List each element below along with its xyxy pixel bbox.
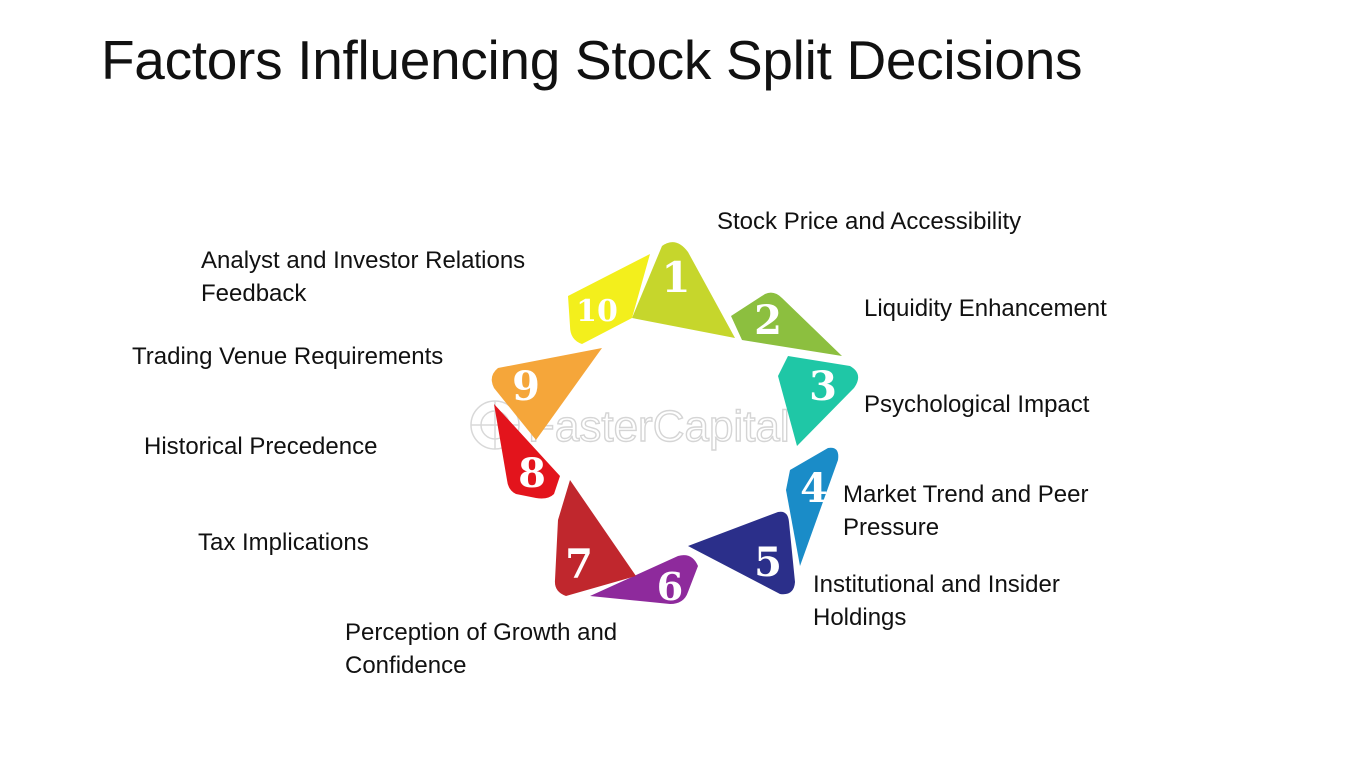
label-2-line-1: Liquidity Enhancement	[864, 295, 1107, 322]
segment-9-number: 9	[512, 363, 540, 410]
label-6: Perception of Growth and Confidence	[345, 616, 617, 682]
segment-6-number: 6	[657, 564, 683, 609]
label-5-line-2: Holdings	[813, 604, 907, 631]
segment-10: 10	[568, 254, 650, 344]
segment-6-shape	[590, 555, 698, 604]
segment-5: 5	[688, 511, 795, 595]
segment-5-number: 5	[754, 539, 782, 586]
label-1: Stock Price and Accessibility	[717, 205, 1021, 238]
segment-2-number: 2	[754, 297, 782, 344]
label-3-line-1: Psychological Impact	[864, 391, 1090, 418]
segment-1-number: 1	[661, 253, 690, 302]
label-5: Institutional and Insider Holdings	[813, 568, 1060, 634]
segment-7-number: 7	[565, 541, 593, 588]
segment-3: 3	[778, 356, 859, 446]
label-8-line-1: Historical Precedence	[144, 433, 378, 460]
segment-8-number: 8	[518, 450, 546, 497]
segment-4-number: 4	[800, 465, 828, 512]
segment-8: 8	[494, 404, 560, 499]
segment-4-shape	[786, 447, 839, 566]
segment-4: 4	[786, 447, 839, 566]
segment-10-shape	[568, 254, 650, 344]
segment-6: 6	[590, 555, 698, 609]
label-5-line-1: Institutional and Insider	[813, 571, 1060, 598]
segment-1-shape	[632, 242, 735, 338]
segment-5-shape	[688, 511, 795, 595]
label-6-line-1: Perception of Growth and	[345, 619, 618, 646]
segment-1: 1	[632, 242, 735, 338]
segment-8-shape	[494, 404, 560, 499]
watermark: FasterCapital	[470, 400, 790, 452]
label-8: Historical Precedence	[144, 430, 377, 463]
label-10-line-1: Analyst and Investor Relations	[201, 247, 526, 274]
segment-3-shape	[778, 356, 859, 446]
label-4: Market Trend and Peer Pressure	[843, 478, 1088, 544]
segment-7-shape	[554, 480, 636, 596]
label-4-line-2: Pressure	[843, 514, 940, 541]
label-1-line-1: Stock Price and Accessibility	[717, 208, 1022, 235]
segment-9: 9	[491, 348, 602, 440]
segment-7: 7	[554, 480, 636, 596]
watermark-text: FasterCapital	[528, 402, 790, 451]
label-9: Trading Venue Requirements	[132, 340, 443, 373]
segment-3-number: 3	[809, 363, 837, 410]
segment-2-shape	[731, 292, 842, 356]
label-4-line-1: Market Trend and Peer	[843, 481, 1089, 508]
segment-2: 2	[731, 292, 842, 356]
segment-10-number: 10	[576, 294, 618, 329]
label-7: Tax Implications	[198, 526, 369, 559]
label-10: Analyst and Investor Relations Feedback	[201, 244, 525, 310]
label-9-line-1: Trading Venue Requirements	[132, 343, 444, 370]
label-10-line-2: Feedback	[201, 280, 307, 307]
label-3: Psychological Impact	[864, 388, 1089, 421]
segment-9-shape	[491, 348, 602, 440]
label-2: Liquidity Enhancement	[864, 292, 1107, 325]
label-6-line-2: Confidence	[345, 652, 467, 679]
label-7-line-1: Tax Implications	[198, 529, 369, 556]
page-title: Factors Influencing Stock Split Decision…	[101, 29, 1083, 91]
